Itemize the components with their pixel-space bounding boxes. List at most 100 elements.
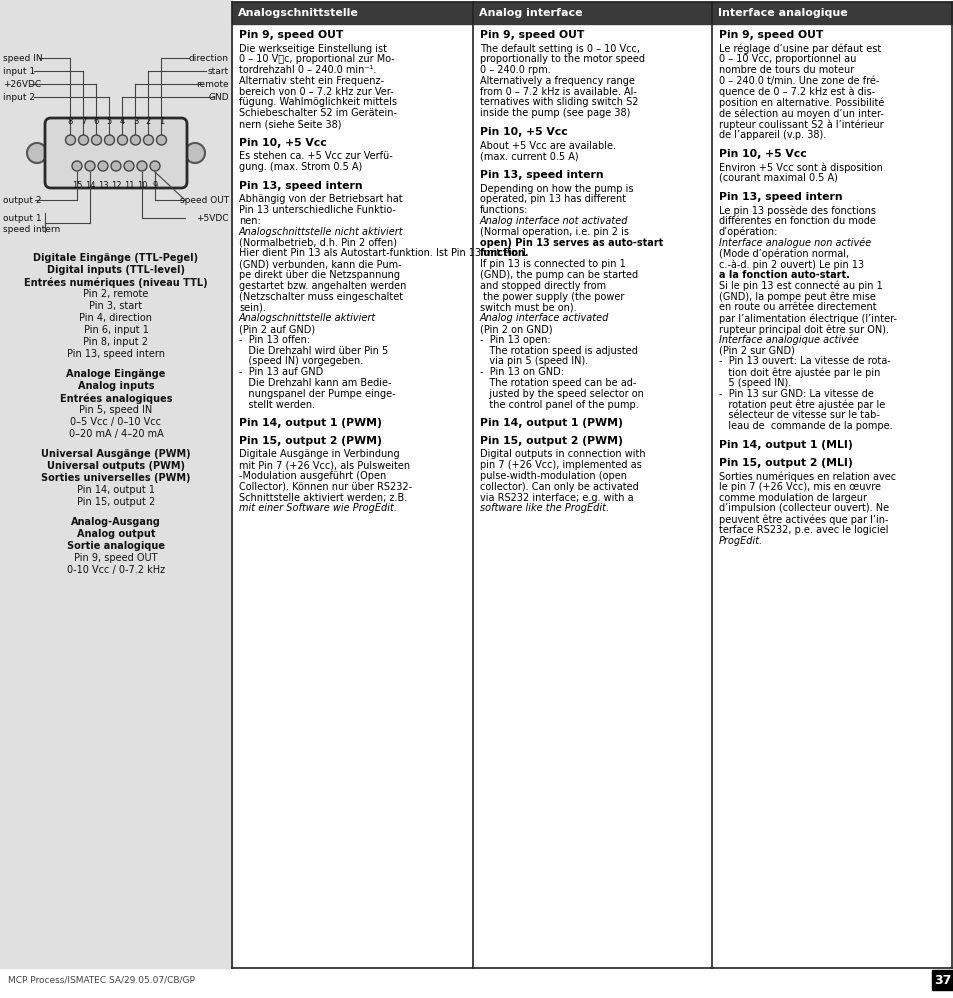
Bar (473, 2, 711, 24)
Text: remote: remote (196, 80, 229, 89)
Text: bereich von 0 – 7.2 kHz zur Ver-: bereich von 0 – 7.2 kHz zur Ver- (239, 87, 394, 97)
Circle shape (150, 161, 160, 171)
Text: -Modulation ausgeführt (Open: -Modulation ausgeführt (Open (239, 471, 386, 481)
Text: Analogschnittstelle: Analogschnittstelle (237, 8, 358, 18)
Text: Die Drehzahl kann am Bedie-: Die Drehzahl kann am Bedie- (239, 378, 391, 388)
Text: Pin 13, speed intern: Pin 13, speed intern (67, 349, 165, 359)
Text: open) Pin 13 serves as auto-start: open) Pin 13 serves as auto-start (479, 238, 662, 248)
Text: output 2: output 2 (3, 196, 42, 205)
Text: nen:: nen: (239, 217, 260, 227)
Circle shape (156, 135, 167, 145)
Text: Pin 14, output 1 (PWM): Pin 14, output 1 (PWM) (239, 418, 381, 428)
Text: inside the pump (see page 38): inside the pump (see page 38) (479, 109, 630, 119)
Text: Digital outputs in connection with: Digital outputs in connection with (479, 449, 645, 459)
Text: Pin 13, speed intern: Pin 13, speed intern (719, 192, 841, 202)
Text: function.: function. (479, 249, 529, 258)
Text: Analog output: Analog output (76, 529, 155, 539)
Text: 3: 3 (132, 117, 138, 126)
Text: rotation peut être ajustée par le: rotation peut être ajustée par le (719, 400, 884, 410)
Text: Hier dient Pin 13 als Autostart-funktion. Ist Pin 13 mit Pin 1: Hier dient Pin 13 als Autostart-funktion… (239, 249, 527, 258)
Text: fügung. Wahlmöglichkeit mittels: fügung. Wahlmöglichkeit mittels (239, 98, 396, 108)
FancyBboxPatch shape (45, 118, 187, 188)
Text: Interface analogique activée: Interface analogique activée (719, 335, 858, 345)
Text: 5: 5 (107, 117, 112, 126)
Text: Entrées numériques (niveau TTL): Entrées numériques (niveau TTL) (24, 277, 208, 287)
Circle shape (91, 135, 101, 145)
Text: 13: 13 (97, 181, 109, 190)
Text: Analog interface activated: Analog interface activated (479, 313, 609, 323)
Text: par l’alimentation électrique (l’inter-: par l’alimentation électrique (l’inter- (719, 313, 896, 323)
Text: pin 7 (+26 Vᴄᴄ), implemented as: pin 7 (+26 Vᴄᴄ), implemented as (479, 460, 641, 470)
Text: Digitale Eingänge (TTL-Pegel): Digitale Eingänge (TTL-Pegel) (33, 253, 198, 263)
Text: a la fonction auto-start.: a la fonction auto-start. (719, 270, 849, 280)
Text: 1: 1 (159, 117, 164, 126)
Text: (Netzschalter muss eingeschaltet: (Netzschalter muss eingeschaltet (239, 291, 403, 301)
Text: de l’appareil (v.p. 38).: de l’appareil (v.p. 38). (719, 130, 825, 140)
Text: direction: direction (189, 54, 229, 63)
Text: Pin 14, output 1 (MLI): Pin 14, output 1 (MLI) (719, 440, 852, 450)
Text: gung. (max. Strom 0.5 A): gung. (max. Strom 0.5 A) (239, 163, 362, 173)
Text: +26VDC: +26VDC (3, 80, 41, 89)
Text: 7: 7 (81, 117, 86, 126)
Text: Pin 13, speed intern: Pin 13, speed intern (239, 181, 362, 191)
Text: Le pin 13 possède des fonctions: Le pin 13 possède des fonctions (719, 206, 875, 216)
Text: 0 – 10 Vᴄᴄ, proportionnel au: 0 – 10 Vᴄᴄ, proportionnel au (719, 54, 856, 64)
Text: operated, pin 13 has different: operated, pin 13 has different (479, 195, 625, 205)
Text: Interface analogue non activée: Interface analogue non activée (719, 238, 870, 249)
Text: GND: GND (208, 93, 229, 102)
Circle shape (27, 143, 47, 163)
Text: Collector). Können nur über RS232-: Collector). Können nur über RS232- (239, 482, 412, 492)
Text: Sorties numériques en relation avec: Sorties numériques en relation avec (719, 471, 895, 482)
Bar (232, 2, 473, 24)
Text: functions:: functions: (479, 206, 528, 216)
Text: pulse-width-modulation (open: pulse-width-modulation (open (479, 471, 626, 481)
Text: leau de  commande de la pompe.: leau de commande de la pompe. (719, 421, 892, 431)
Text: Le réglage d’usine par défaut est: Le réglage d’usine par défaut est (719, 44, 881, 54)
Bar (711, 2, 951, 24)
Text: le pin 7 (+26 Vᴄᴄ), mis en œuvre: le pin 7 (+26 Vᴄᴄ), mis en œuvre (719, 482, 880, 492)
Text: 14: 14 (85, 181, 95, 190)
Text: 4: 4 (120, 117, 125, 126)
Text: (Pin 2 on GND): (Pin 2 on GND) (479, 324, 552, 334)
Circle shape (117, 135, 128, 145)
Text: 0 – 240.0 t/min. Une zone de fré-: 0 – 240.0 t/min. Une zone de fré- (719, 76, 879, 86)
Text: Pin 9, speed OUT: Pin 9, speed OUT (479, 30, 584, 40)
Text: Analog interface: Analog interface (478, 8, 582, 18)
Text: 8: 8 (68, 117, 73, 126)
Text: sein).: sein). (239, 302, 266, 312)
Text: Pin 13, speed intern: Pin 13, speed intern (479, 171, 603, 181)
Text: Pin 6, input 1: Pin 6, input 1 (84, 325, 149, 335)
Text: Pin 9, speed OUT: Pin 9, speed OUT (74, 553, 157, 563)
Text: justed by the speed selector on: justed by the speed selector on (479, 389, 643, 399)
Circle shape (71, 161, 82, 171)
Text: mit Pin 7 (+26 Vᴄᴄ), als Pulsweiten: mit Pin 7 (+26 Vᴄᴄ), als Pulsweiten (239, 460, 410, 470)
Text: Pin 5, speed IN: Pin 5, speed IN (79, 405, 152, 415)
Text: Sorties universelles (PWM): Sorties universelles (PWM) (41, 473, 191, 483)
Text: The default setting is 0 – 10 Vᴄᴄ,: The default setting is 0 – 10 Vᴄᴄ, (479, 44, 639, 54)
Text: (GND) verbunden, kann die Pum-: (GND) verbunden, kann die Pum- (239, 259, 401, 269)
Text: (Normalbetrieb, d.h. Pin 2 offen): (Normalbetrieb, d.h. Pin 2 offen) (239, 238, 396, 248)
Circle shape (98, 161, 108, 171)
Text: the control panel of the pump.: the control panel of the pump. (479, 400, 639, 410)
Text: Universal Ausgänge (PWM): Universal Ausgänge (PWM) (41, 449, 191, 459)
Text: 0 – 10 V₟ᴄ, proportional zur Mo-: 0 – 10 V₟ᴄ, proportional zur Mo- (239, 54, 395, 64)
Circle shape (78, 135, 89, 145)
Text: nern (siehe Seite 38): nern (siehe Seite 38) (239, 119, 341, 129)
Circle shape (185, 143, 205, 163)
Text: Pin 10, +5 Vᴄᴄ: Pin 10, +5 Vᴄᴄ (239, 138, 327, 148)
Text: ternatives with sliding switch S2: ternatives with sliding switch S2 (479, 98, 638, 108)
Text: Die werkseitige Einstellung ist: Die werkseitige Einstellung ist (239, 44, 387, 54)
Text: input 1: input 1 (3, 67, 35, 76)
Text: and stopped directly from: and stopped directly from (479, 280, 605, 290)
Text: (Pin 2 sur GND): (Pin 2 sur GND) (719, 345, 794, 355)
Text: Analogschnittstelle nicht aktiviert: Analogschnittstelle nicht aktiviert (239, 227, 403, 237)
Text: 0-10 Vᴄᴄ / 0-7.2 kHz: 0-10 Vᴄᴄ / 0-7.2 kHz (67, 565, 165, 575)
Text: gestartet bzw. angehalten werden: gestartet bzw. angehalten werden (239, 280, 406, 290)
Text: comme modulation de largeur: comme modulation de largeur (719, 493, 866, 503)
Text: (courant maximal 0.5 A): (courant maximal 0.5 A) (719, 173, 837, 183)
Text: peuvent être activées que par l’in-: peuvent être activées que par l’in- (719, 514, 887, 525)
Text: ProgEdit.: ProgEdit. (719, 536, 762, 546)
Text: nungspanel der Pumpe einge-: nungspanel der Pumpe einge- (239, 389, 395, 399)
Text: If pin 13 is connected to pin 1: If pin 13 is connected to pin 1 (479, 259, 625, 269)
Text: from 0 – 7.2 kHz is available. Al-: from 0 – 7.2 kHz is available. Al- (479, 87, 637, 97)
